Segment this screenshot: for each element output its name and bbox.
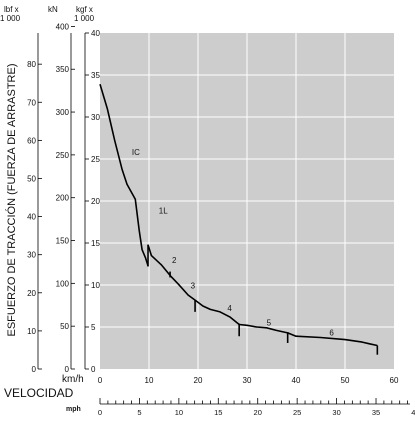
mph-tick-label: 25 — [293, 408, 301, 417]
kgf-unit-line1: kgf x — [76, 5, 93, 14]
kn-unit-label: kN — [48, 5, 58, 14]
lbf-tick-label: 80 — [27, 60, 36, 69]
kmh-tick-label: 10 — [145, 376, 154, 385]
kgf-tick-label: 35 — [91, 71, 100, 80]
kgf-tick-label: 10 — [91, 281, 100, 290]
gear-label: 4 — [227, 304, 232, 313]
mph-tick-label: 40 — [411, 408, 415, 417]
kmh-tick-label: 60 — [390, 376, 399, 385]
lbf-unit-line1: lbf x — [4, 5, 19, 14]
mph-tick-label: 35 — [372, 408, 380, 417]
lbf-tick-label: 0 — [32, 365, 37, 374]
lbf-tick-label: 60 — [27, 136, 36, 145]
mph-tick-label: 10 — [175, 408, 183, 417]
mph-tick-label: 15 — [214, 408, 222, 417]
kn-tick-label: 250 — [56, 151, 70, 160]
mph-tick-label: 20 — [254, 408, 262, 417]
kn-tick-label: 150 — [56, 237, 70, 246]
kgf-tick-label: 40 — [91, 29, 100, 38]
lbf-tick-label: 40 — [27, 213, 36, 222]
kn-tick-label: 350 — [56, 65, 70, 74]
lbf-tick-label: 10 — [27, 327, 36, 336]
gear-label: 3 — [191, 281, 196, 290]
kn-tick-label: 300 — [56, 108, 70, 117]
kn-tick-label: 0 — [65, 365, 70, 374]
lbf-tick-label: 20 — [27, 289, 36, 298]
kgf-tick-label: 30 — [91, 113, 100, 122]
lbf-unit-line2: 1 000 — [0, 14, 21, 23]
y-axis-title: ESFUERZO DE TRACCIÓN (FUERZA DE ARRASTRE… — [5, 64, 18, 337]
kmh-tick-label: 40 — [292, 376, 301, 385]
lbf-tick-label: 30 — [27, 251, 36, 260]
kmh-unit-label: km/h — [62, 374, 84, 385]
kgf-tick-label: 15 — [91, 239, 100, 248]
kgf-tick-label: 5 — [91, 323, 96, 332]
traction-curves — [99, 83, 379, 355]
gear-label: IC — [132, 148, 140, 157]
kmh-tick-label: 30 — [243, 376, 252, 385]
gear-curve-3 — [194, 299, 240, 326]
curve-labels: IC 1L 2 3 4 5 6 — [132, 148, 334, 338]
x-axis-title: VELOCIDAD — [4, 386, 74, 400]
kmh-tick-label: 0 — [98, 376, 103, 385]
grid-lines — [100, 33, 394, 369]
kn-tick-label: 50 — [60, 322, 69, 331]
lbf-tick-label: 70 — [27, 98, 36, 107]
kgf-tick-label: 25 — [91, 155, 100, 164]
gear-label: 1L — [159, 207, 168, 216]
kn-tick-label: 400 — [56, 22, 70, 31]
gear-curve-IC — [99, 83, 149, 266]
kgf-tick-label: 20 — [91, 197, 100, 206]
gear-curve-2 — [147, 244, 196, 301]
kgf-unit-line2: 1 000 — [74, 14, 95, 23]
gear-curve-4 — [239, 323, 288, 334]
mph-tick-label: 30 — [332, 408, 340, 417]
gear-label: 5 — [267, 318, 272, 327]
lbf-tick-label: 50 — [27, 174, 36, 183]
kgf-tick-label: 0 — [91, 365, 96, 374]
mph-tick-label: 0 — [98, 408, 102, 417]
gear-label: 2 — [172, 256, 177, 265]
gear-label: 6 — [329, 328, 334, 337]
axes: 0510152025303540050100150200250300350400… — [27, 22, 415, 417]
kmh-tick-label: 50 — [341, 376, 350, 385]
kn-tick-label: 200 — [56, 194, 70, 203]
mph-tick-label: 5 — [137, 408, 141, 417]
kn-tick-label: 100 — [56, 279, 70, 288]
kmh-tick-label: 20 — [194, 376, 203, 385]
gear-curve-5 — [287, 332, 378, 347]
mph-unit-label: mph — [66, 406, 81, 413]
